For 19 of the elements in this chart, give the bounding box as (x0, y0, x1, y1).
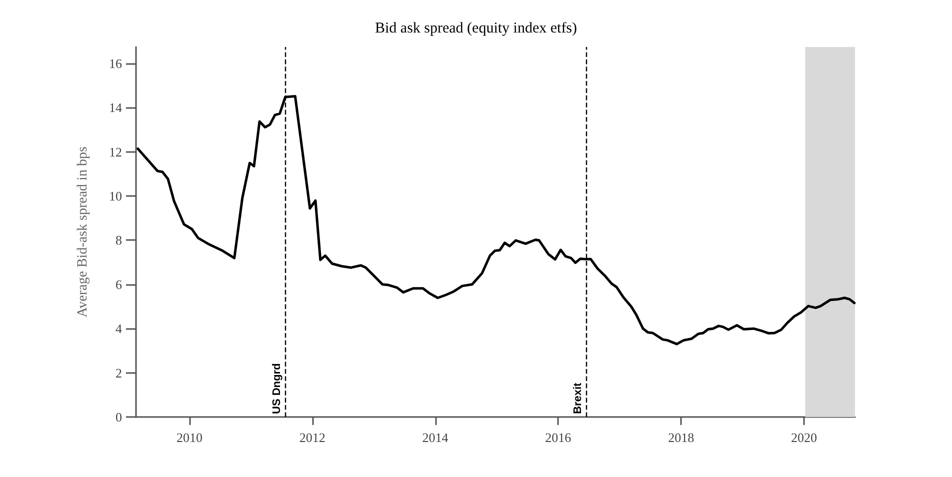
ref-line-label: Brexit (572, 382, 584, 414)
y-axis-title: Average Bid-ask spread in bps (76, 146, 90, 318)
y-tick-label: 14 (109, 100, 122, 116)
y-tick-label: 8 (116, 232, 122, 248)
y-tick-label: 6 (116, 276, 122, 292)
y-tick-label: 4 (116, 321, 122, 336)
x-tick-label: 2016 (545, 430, 572, 445)
ref-line-label: US Dngrd (270, 363, 283, 414)
y-tick-label: 0 (116, 410, 122, 424)
x-tick-label: 2018 (668, 430, 694, 445)
y-tick-label: 16 (109, 56, 122, 71)
y-tick-label: 10 (109, 188, 122, 204)
x-tick-label: 2014 (422, 430, 449, 445)
x-tick-label: 2012 (299, 430, 326, 445)
x-tick-label: 2010 (176, 430, 202, 445)
y-tick-label: 12 (109, 144, 122, 160)
y-tick-label: 2 (116, 365, 122, 380)
chart-title: Bid ask spread (equity index etfs) (374, 20, 578, 36)
x-tick-label: 2020 (790, 430, 817, 445)
